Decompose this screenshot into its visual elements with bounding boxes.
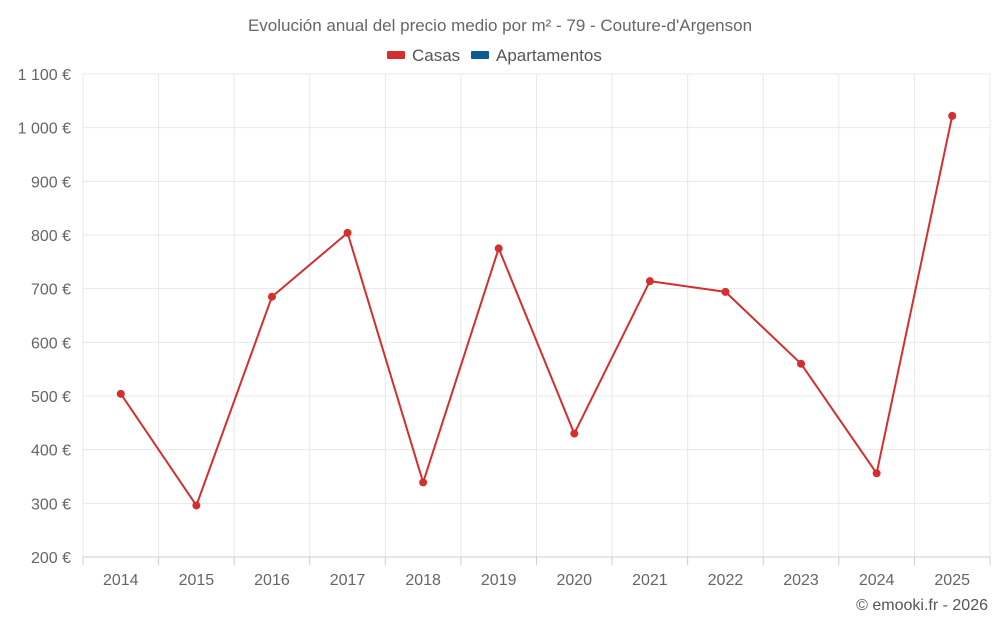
- data-point-casas-2014[interactable]: [116, 389, 125, 398]
- y-tick-label: 900 €: [31, 174, 71, 191]
- x-tick-label: 2018: [405, 572, 441, 589]
- y-tick-label: 800 €: [31, 228, 71, 245]
- data-point-casas-2025[interactable]: [948, 111, 957, 120]
- y-tick-label: 1 000 €: [18, 121, 71, 138]
- data-point-casas-2023[interactable]: [797, 359, 806, 368]
- x-tick-label: 2016: [254, 572, 290, 589]
- y-tick-label: 700 €: [31, 282, 71, 299]
- data-point-casas-2018[interactable]: [419, 478, 428, 487]
- x-tick-label: 2017: [330, 572, 366, 589]
- series-casas: [116, 111, 957, 510]
- x-axis: 2014 2015 2016 2017 2018 2019 2020 2021 2022 2023…: [82, 556, 991, 589]
- y-tick-label: 400 €: [31, 443, 71, 460]
- legend-item-apartamentos[interactable]: Apartamentos: [471, 46, 602, 65]
- chart-title: Evolución anual del precio medio por m² …: [248, 16, 752, 35]
- credit-text: © emooki.fr - 2026: [856, 597, 988, 614]
- data-point-casas-2022[interactable]: [721, 287, 730, 296]
- data-point-casas-2021[interactable]: [645, 277, 654, 286]
- x-tick-label: 2023: [783, 572, 819, 589]
- data-point-casas-2019[interactable]: [494, 244, 503, 253]
- y-tick-label: 200 €: [31, 550, 71, 567]
- x-tick-label: 2015: [179, 572, 215, 589]
- legend-swatch-casas: [387, 51, 405, 59]
- x-tick-label: 2019: [481, 572, 517, 589]
- data-point-casas-2017[interactable]: [343, 228, 352, 237]
- x-tick-label: 2022: [708, 572, 744, 589]
- legend-label-casas: Casas: [412, 46, 460, 65]
- legend: Casas Apartamentos: [387, 46, 602, 65]
- y-tick-label: 600 €: [31, 335, 71, 352]
- legend-label-apartamentos: Apartamentos: [496, 46, 602, 65]
- data-point-casas-2016[interactable]: [267, 292, 276, 301]
- legend-item-casas[interactable]: Casas: [387, 46, 460, 65]
- data-point-casas-2015[interactable]: [192, 501, 201, 510]
- legend-swatch-apartamentos: [471, 51, 489, 59]
- x-tick-label: 2020: [556, 572, 592, 589]
- data-point-casas-2020[interactable]: [570, 429, 579, 438]
- y-tick-label: 500 €: [31, 389, 71, 406]
- y-tick-label: 300 €: [31, 496, 71, 513]
- grid: [82, 73, 991, 558]
- data-point-casas-2024[interactable]: [872, 469, 881, 478]
- x-tick-label: 2024: [859, 572, 895, 589]
- x-tick-label: 2014: [103, 572, 139, 589]
- y-axis: 200 € 300 € 400 € 500 € 600 € 700 € 800 € 900 €…: [18, 67, 71, 567]
- y-tick-label: 1 100 €: [18, 67, 71, 84]
- series-line-casas: [119, 115, 954, 507]
- x-tick-label: 2021: [632, 572, 668, 589]
- x-tick-label: 2025: [934, 572, 970, 589]
